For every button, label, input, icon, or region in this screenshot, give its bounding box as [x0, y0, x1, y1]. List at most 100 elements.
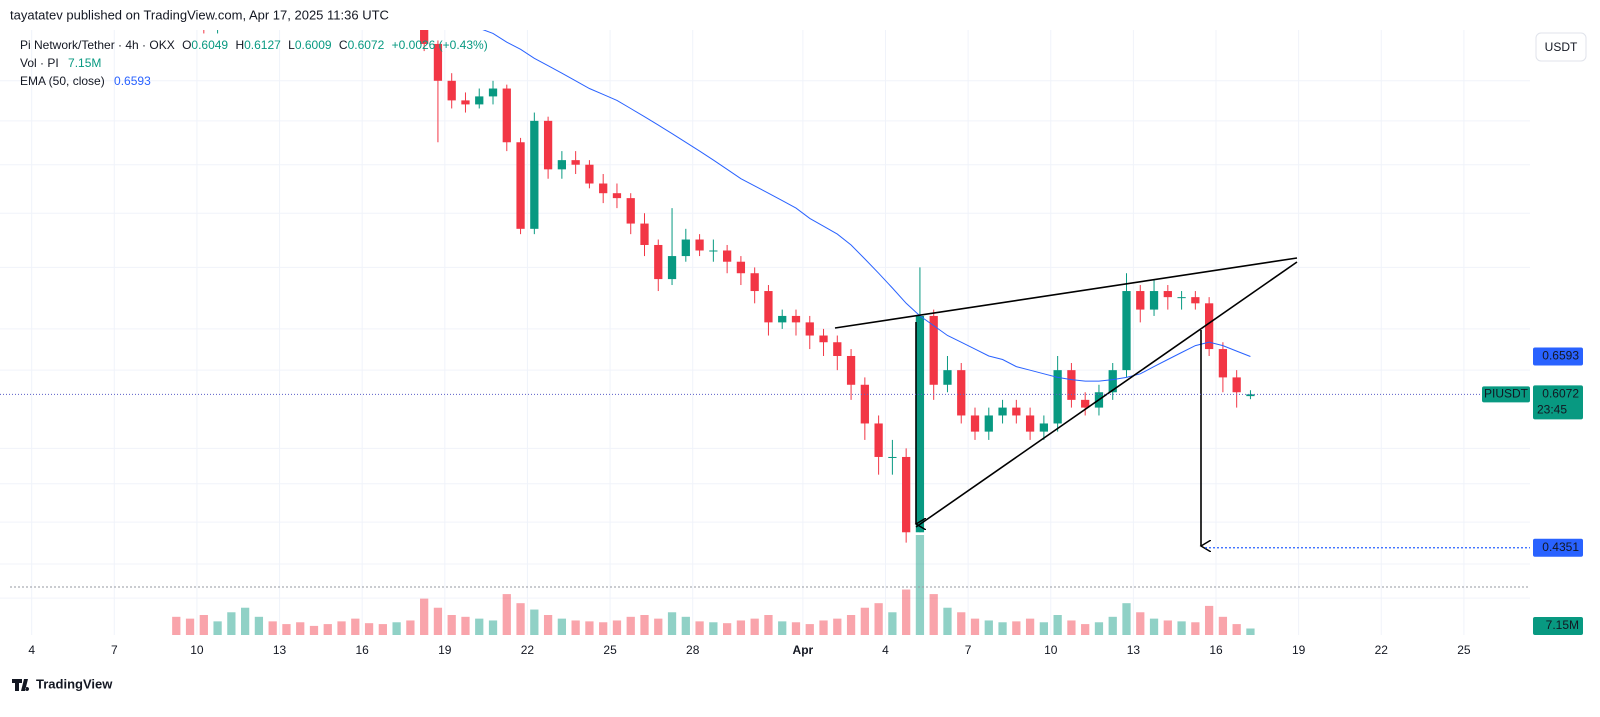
- candle-body: [516, 142, 525, 229]
- candle-body: [1246, 394, 1255, 397]
- lower-trendline: [915, 261, 1298, 528]
- volume-bar: [364, 623, 374, 635]
- footer-brand: TradingView: [36, 676, 113, 691]
- candle-body: [805, 322, 814, 336]
- volume-last: 7.15M: [68, 56, 101, 70]
- candle-body: [1025, 415, 1035, 432]
- volume-bar: [530, 609, 539, 635]
- candle-body: [1177, 297, 1186, 299]
- ema-last: 0.6593: [114, 74, 151, 88]
- candle-body: [1163, 291, 1172, 298]
- ohlc-letter: O: [182, 38, 191, 52]
- candle-body: [1136, 291, 1145, 310]
- candle-body: [819, 335, 828, 343]
- volume-bar: [1094, 622, 1104, 635]
- candle-body: [406, 3, 414, 16]
- x-tick-label: 10: [1044, 643, 1058, 657]
- volume-bar: [1246, 628, 1255, 635]
- candle-body: [1204, 303, 1214, 350]
- volume-bar: [695, 621, 704, 635]
- currency-button[interactable]: [1535, 32, 1587, 62]
- currency-label[interactable]: USDT: [1545, 40, 1578, 54]
- candle-body: [571, 160, 580, 165]
- volume-name: Vol · PI: [20, 56, 59, 70]
- volume-bar: [943, 607, 952, 635]
- candle-body: [695, 239, 704, 251]
- volume-tag: 7.15M: [1546, 618, 1579, 632]
- ema-name: EMA (50, close): [20, 74, 105, 88]
- legend-ema: EMA (50, close) 0.6593: [20, 74, 151, 88]
- volume-bar: [199, 615, 208, 635]
- candle-body: [1232, 377, 1241, 393]
- candle-body: [585, 164, 594, 184]
- candle-body: [392, 3, 400, 10]
- volume-bar: [599, 622, 608, 635]
- volume-bar: [185, 618, 195, 635]
- volume-bar: [667, 612, 677, 635]
- volume-bar: [351, 618, 360, 635]
- upper-trendline: [834, 257, 1298, 329]
- candle-body: [943, 370, 952, 385]
- candle-body: [970, 415, 980, 432]
- x-tick-label: 7: [111, 643, 118, 657]
- volume-bar: [1232, 624, 1241, 635]
- x-tick-label: Apr: [793, 643, 814, 657]
- candle-body: [447, 80, 456, 101]
- volume-bar: [1136, 612, 1145, 635]
- ohlc-value: 0.6072: [348, 38, 385, 52]
- volume-bar: [805, 624, 814, 635]
- candle-body: [791, 315, 801, 323]
- candle-body: [998, 407, 1007, 416]
- volume-bar: [998, 622, 1007, 635]
- volume-bar: [874, 603, 883, 635]
- volume-tag-bg: [1533, 617, 1583, 635]
- ohlc-value: 0.6049: [191, 38, 228, 52]
- candle-body: [778, 315, 787, 323]
- volume-bar: [722, 623, 732, 635]
- x-tick-label: 19: [438, 643, 452, 657]
- volume-bar: [447, 615, 456, 635]
- candle-body: [1012, 407, 1021, 416]
- candle-body: [543, 120, 553, 170]
- volume-bar: [612, 620, 622, 635]
- volume-bar: [1177, 621, 1186, 635]
- volume-bar: [1025, 618, 1035, 635]
- publisher-header: tayatatev published on TradingView.com, …: [10, 7, 389, 22]
- candle-body: [626, 198, 635, 224]
- volume-bar: [1012, 621, 1021, 635]
- x-tick-label: 4: [28, 643, 35, 657]
- candle-body: [1081, 399, 1090, 408]
- volume-bar: [778, 621, 787, 635]
- candle-body: [667, 256, 677, 280]
- candle-body: [874, 423, 883, 457]
- candle-body: [984, 415, 993, 432]
- change: +0.0026 (+0.43%): [392, 38, 488, 52]
- ohlc-value: 0.6127: [244, 38, 281, 52]
- volume-bar: [957, 612, 966, 635]
- candle-body: [764, 291, 773, 323]
- volume-bar: [461, 616, 470, 635]
- candle-body: [1108, 370, 1117, 393]
- x-tick-label: 16: [1209, 643, 1223, 657]
- volume-pane: [172, 535, 1255, 635]
- candle-body: [1039, 423, 1049, 432]
- candle-body: [1053, 370, 1062, 424]
- symbol-tag: PIUSDT: [1484, 387, 1529, 401]
- candle-body: [461, 100, 470, 105]
- candle-body: [833, 342, 842, 356]
- x-tick-label: 13: [1127, 643, 1141, 657]
- volume-bar: [709, 622, 718, 635]
- candle-body: [750, 273, 759, 292]
- candle-body: [736, 261, 746, 274]
- candle-body: [681, 239, 690, 257]
- candle-body: [860, 384, 869, 424]
- x-tick-label: 28: [686, 643, 700, 657]
- ema-price-tag: 0.6593: [1542, 349, 1579, 363]
- volume-bar: [585, 621, 594, 635]
- volume-bar: [860, 607, 869, 635]
- candle-body: [915, 315, 925, 533]
- volume-bar: [833, 618, 842, 635]
- candle-body: [654, 244, 663, 280]
- volume-bar: [1204, 605, 1214, 635]
- volume-bar: [1108, 616, 1117, 635]
